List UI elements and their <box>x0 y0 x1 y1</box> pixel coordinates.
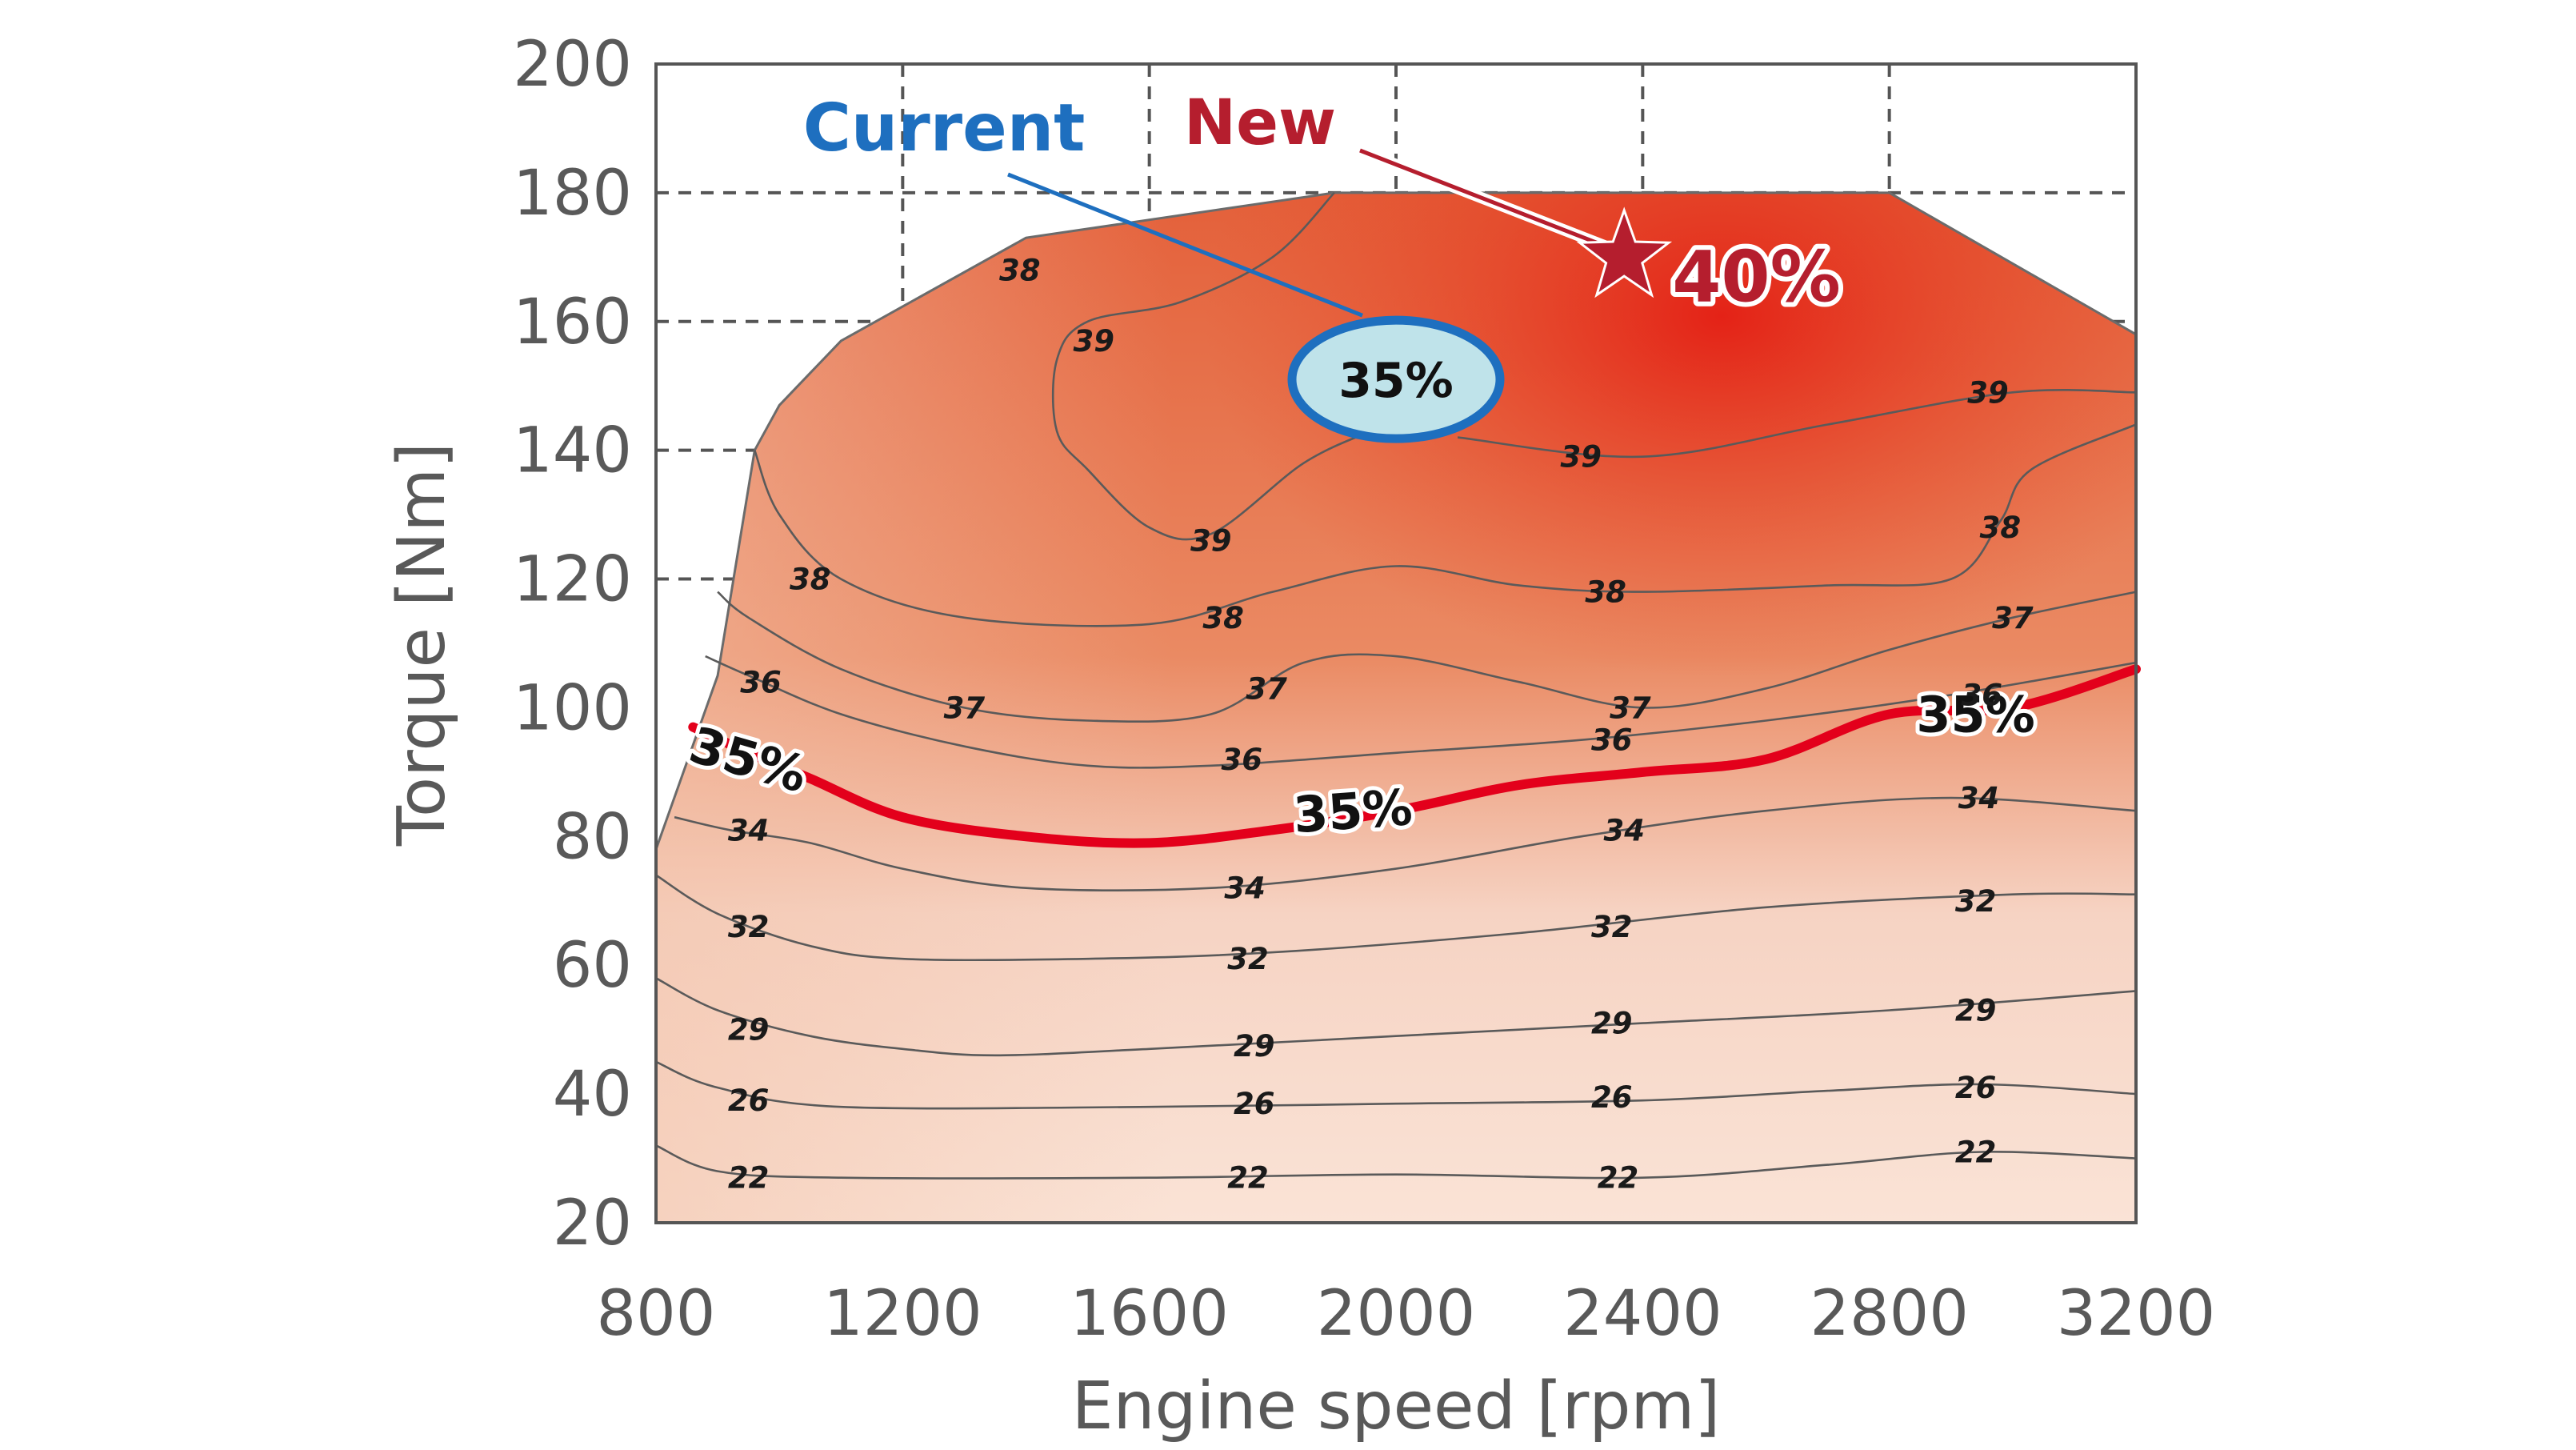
y-tick-label: 60 <box>553 930 632 1002</box>
annotations: 35% Current 40% New <box>803 87 1846 443</box>
contour-label-36: 36 <box>1222 743 1263 777</box>
line-35-label: 35% <box>1916 685 2034 743</box>
contour-line-32 <box>655 874 2137 962</box>
contour-label-38: 38 <box>1980 511 2022 545</box>
contour-label-22: 22 <box>1598 1161 1639 1196</box>
contour-labels: 22 22 22 22 26 26 26 26 29 29 29 29 32 32 32 32 34 34 34 34… <box>728 253 2034 1195</box>
x-tick-label: 800 <box>597 1278 716 1350</box>
region-left-fade <box>656 192 2136 1223</box>
contour-label-36: 36 <box>1591 723 1633 758</box>
contour-label-34: 34 <box>1603 813 1645 847</box>
contour-label-29: 29 <box>1591 1007 1633 1041</box>
current-leader-line <box>1007 172 1363 318</box>
x-tick-label: 2800 <box>1810 1278 1969 1350</box>
x-axis-ticks: 800 1200 1600 2000 2400 2800 3200 <box>597 1278 2216 1350</box>
contour-label-22: 22 <box>1227 1161 1269 1196</box>
contour-label-38: 38 <box>790 563 831 597</box>
contour-label-37: 37 <box>1992 601 2034 635</box>
new-leader-line <box>1359 148 1606 248</box>
contour-label-38: 38 <box>999 253 1041 287</box>
new-value: 40% <box>1672 235 1841 318</box>
contour-line-29 <box>655 977 2137 1057</box>
contour-line-39 <box>1051 192 1372 541</box>
y-tick-label: 180 <box>513 158 632 230</box>
contour-label-26: 26 <box>1234 1087 1275 1121</box>
region-boundary <box>654 191 2137 850</box>
contour-label-32: 32 <box>1591 910 1633 944</box>
plot-frame <box>654 62 2138 1224</box>
current-ellipse <box>1287 315 1505 443</box>
contour-label-29: 29 <box>1955 994 1997 1028</box>
y-axis-title: Torque [Nm] <box>384 443 460 847</box>
contour-label-29: 29 <box>728 1013 770 1047</box>
x-tick-label: 2000 <box>1317 1278 1476 1350</box>
contour-label-39: 39 <box>1074 324 1115 358</box>
contour-line-38 <box>754 423 2137 627</box>
contour-label-34: 34 <box>728 813 770 847</box>
y-tick-label: 120 <box>513 544 632 616</box>
contour-label-34: 34 <box>1224 871 1266 906</box>
x-tick-label: 3200 <box>2057 1278 2216 1350</box>
line-35-path <box>688 664 2141 848</box>
contour-line-22 <box>655 1144 2137 1180</box>
contour-label-36: 36 <box>1962 678 2003 712</box>
contour-label-22: 22 <box>1955 1136 1997 1170</box>
contour-label-29: 29 <box>1234 1029 1275 1063</box>
contour-label-32: 32 <box>1955 884 1997 919</box>
contour-label-26: 26 <box>1955 1071 1997 1105</box>
y-tick-label: 160 <box>513 286 632 358</box>
contour-label-39: 39 <box>1190 523 1232 558</box>
contour-label-38: 38 <box>1202 601 1244 635</box>
contour-label-26: 26 <box>728 1083 770 1118</box>
contour-lines <box>655 192 2137 1180</box>
contour-line-26 <box>655 1060 2137 1110</box>
contour-label-36: 36 <box>740 665 782 699</box>
contour-line-34 <box>674 796 2137 891</box>
contour-label-39: 39 <box>1967 375 2009 410</box>
y-tick-label: 20 <box>553 1188 632 1260</box>
line-35-label: 35% <box>1292 778 1414 844</box>
contour-label-37: 37 <box>1246 671 1287 706</box>
contour-line-39 <box>1457 389 2137 459</box>
y-tick-label: 40 <box>553 1059 632 1131</box>
contour-label-26: 26 <box>1591 1080 1633 1115</box>
contour-label-34: 34 <box>1958 781 2000 815</box>
contour-line-36 <box>705 655 2137 769</box>
contour-label-32: 32 <box>728 910 770 944</box>
x-axis-title: Engine speed [rpm] <box>1072 1368 1721 1444</box>
y-tick-label: 200 <box>513 29 632 101</box>
current-value: 35% <box>1338 353 1454 409</box>
contour-label-22: 22 <box>728 1161 770 1196</box>
contour-label-38: 38 <box>1585 575 1626 610</box>
y-axis-ticks: 20 40 60 80 100 120 140 160 180 200 <box>513 29 632 1260</box>
current-label: Current <box>803 90 1086 166</box>
y-tick-label: 140 <box>513 415 632 487</box>
operating-region <box>654 191 2137 1223</box>
x-tick-label: 1600 <box>1070 1278 1229 1350</box>
contour-label-39: 39 <box>1561 440 1602 475</box>
contour-label-32: 32 <box>1227 942 1269 976</box>
x-tick-label: 1200 <box>823 1278 982 1350</box>
y-tick-label: 100 <box>513 672 632 744</box>
x-tick-label: 2400 <box>1563 1278 1722 1350</box>
y-tick-label: 80 <box>553 801 632 873</box>
new-star <box>1576 206 1673 298</box>
contour-label-37: 37 <box>1610 691 1651 725</box>
contour-label-37: 37 <box>944 691 986 725</box>
new-label: New <box>1184 87 1336 159</box>
contour-line-37 <box>717 591 2137 723</box>
